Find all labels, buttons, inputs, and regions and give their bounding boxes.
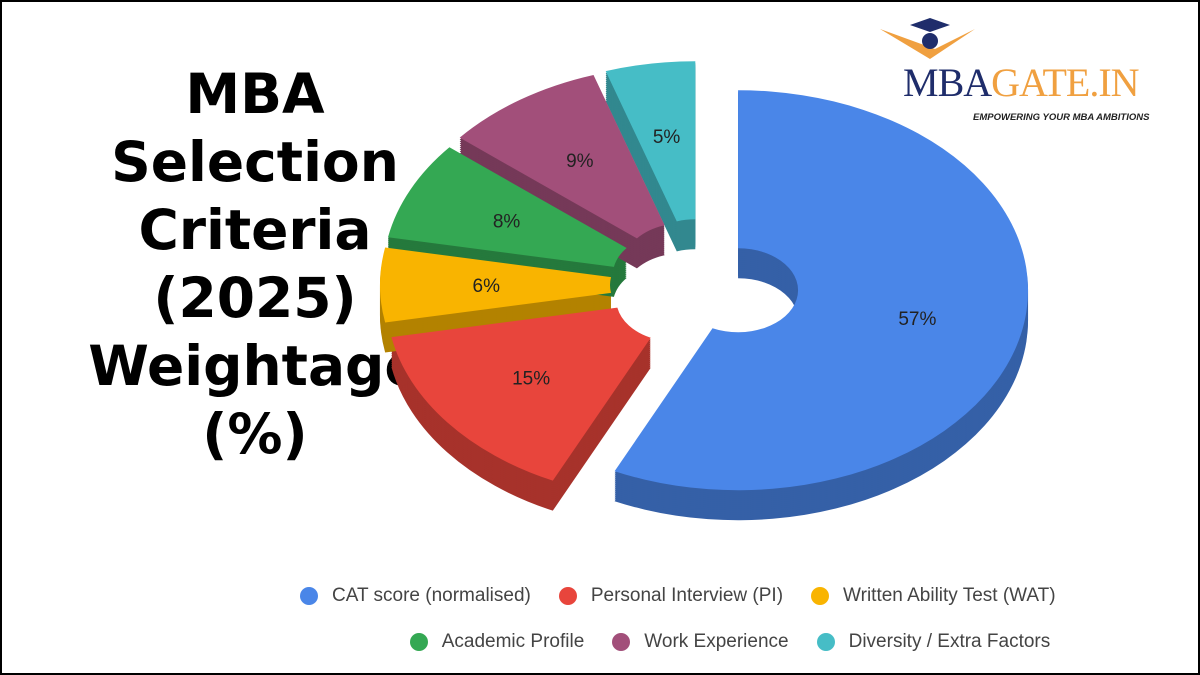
logo-tagline: EMPOWERING YOUR MBA AMBITIONS xyxy=(973,112,1150,123)
title-line: Criteria xyxy=(138,198,372,262)
title-line: Weightage xyxy=(88,334,422,398)
legend-item: Work Experience xyxy=(612,631,789,653)
legend: CAT score (normalised) Personal Intervie… xyxy=(290,573,1170,665)
data-label: 5% xyxy=(653,127,681,148)
slice-5[interactable] xyxy=(605,61,696,222)
legend-label: Academic Profile xyxy=(441,631,585,652)
legend-dot xyxy=(409,633,428,651)
legend-item: CAT score (normalised) xyxy=(300,585,531,607)
legend-label: Personal Interview (PI) xyxy=(590,585,784,606)
legend-dot xyxy=(816,633,835,651)
title-line: (%) xyxy=(202,402,308,466)
slice-0[interactable] xyxy=(614,90,1029,491)
graduation-cap-icon xyxy=(880,18,975,59)
legend-item: Diversity / Extra Factors xyxy=(816,631,1051,653)
legend-dot xyxy=(612,633,631,651)
legend-dot xyxy=(811,587,830,605)
data-label: 6% xyxy=(473,276,501,297)
slice-1[interactable] xyxy=(391,307,651,481)
legend-item: Academic Profile xyxy=(409,631,585,653)
data-label: 57% xyxy=(898,309,936,330)
legend-label: Work Experience xyxy=(644,631,789,652)
slice-2[interactable] xyxy=(380,247,612,323)
legend-label: Diversity / Extra Factors xyxy=(848,631,1051,652)
title-line: MBA xyxy=(185,62,325,126)
legend-dot xyxy=(558,587,577,605)
slice-4[interactable] xyxy=(459,74,665,239)
page-title: MBA Selection Criteria (2025) Weightage … xyxy=(40,60,470,468)
data-label: 8% xyxy=(493,212,521,233)
legend-item: Written Ability Test (WAT) xyxy=(811,585,1056,607)
data-label: 9% xyxy=(566,151,594,172)
legend-dot xyxy=(300,587,318,605)
title-line: Selection xyxy=(111,130,399,194)
logo-wordmark: MBAGATE.IN xyxy=(903,60,1140,105)
legend-label: Written Ability Test (WAT) xyxy=(843,585,1056,606)
slice-3[interactable] xyxy=(387,147,627,267)
data-label: 15% xyxy=(512,369,550,390)
legend-label: CAT score (normalised) xyxy=(332,585,531,606)
mbagate-logo: MBAGATE.IN EMPOWERING YOUR MBA AMBITIONS xyxy=(875,15,1175,130)
title-line: (2025) xyxy=(153,266,357,330)
legend-item: Personal Interview (PI) xyxy=(558,585,784,607)
